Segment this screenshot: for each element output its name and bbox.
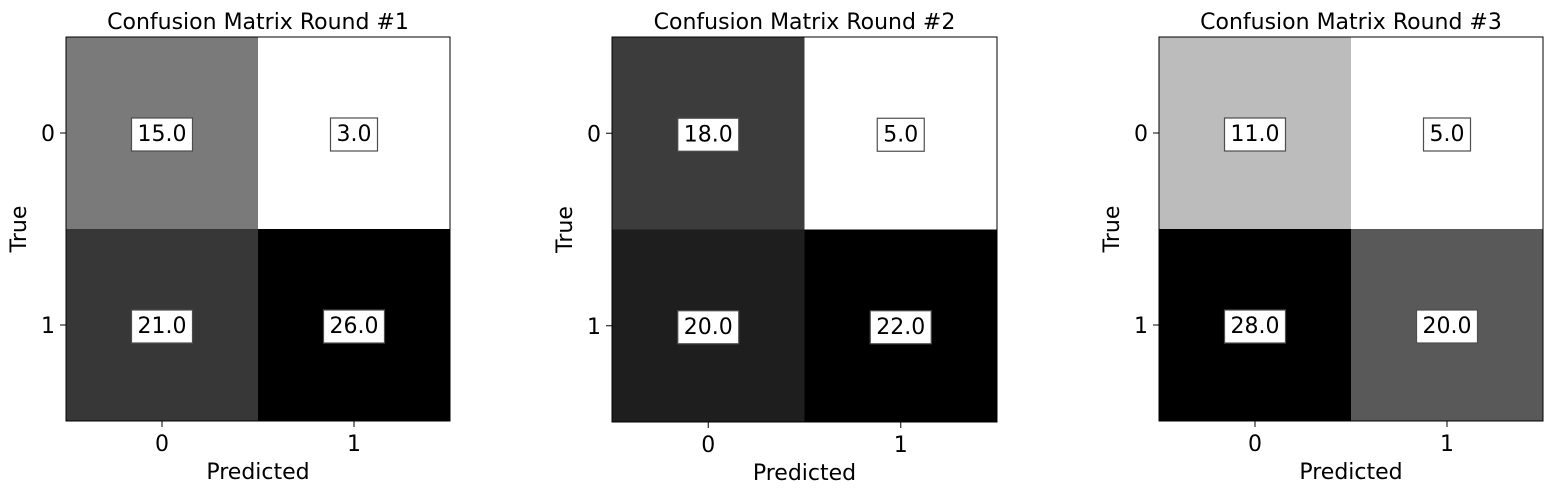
cell-annotation-r0-c1: 5.0	[1422, 117, 1472, 152]
cell-value-label: 28.0	[1231, 314, 1280, 339]
cell-annotation-r1-c1: 20.0	[1415, 309, 1479, 344]
y-tick-label: 1	[587, 315, 601, 340]
y-axis-label: True	[553, 206, 578, 254]
cell-value-label: 21.0	[138, 314, 187, 339]
annotation-box	[1422, 117, 1472, 152]
cell-annotation-r1-c1: 26.0	[322, 309, 386, 344]
cell-value-label: 11.0	[1231, 122, 1280, 147]
y-axis-label: True	[7, 206, 32, 254]
annotation-box	[1223, 309, 1287, 344]
y-axis-label: True	[1100, 206, 1125, 254]
confusion-matrix-panel-1: 15.0 3.0 21.0 26.0 0 1 0 1 Confusion Matrix Roun…	[7, 10, 451, 485]
cell-value-label: 3.0	[337, 122, 372, 147]
annotation-box	[130, 117, 194, 152]
annotation-box	[677, 310, 740, 345]
axes-frame	[611, 36, 998, 423]
annotation-box	[876, 117, 925, 152]
x-tick-label: 0	[701, 433, 715, 458]
y-tick-label: 0	[41, 122, 55, 147]
x-tick-label: 0	[155, 432, 169, 457]
annotation-box	[869, 310, 932, 345]
cell-annotation-r0-c1: 5.0	[876, 117, 925, 152]
x-axis-label: Predicted	[1299, 460, 1402, 485]
cell-value-label: 5.0	[883, 122, 918, 147]
cell-annotation-r0-c1: 3.0	[329, 117, 379, 152]
annotation-box	[1415, 309, 1479, 344]
annotation-box	[1223, 117, 1287, 152]
x-tick-label: 1	[894, 433, 908, 458]
y-tick-label: 1	[1134, 314, 1148, 339]
confusion-matrix-panel-2: 18.0 5.0 20.0 22.0 0 1 0 1 Confusion Matrix Roun…	[553, 10, 998, 486]
chart-title: Confusion Matrix Round #3	[1200, 10, 1502, 35]
x-axis-label: Predicted	[753, 461, 856, 486]
annotation-box	[322, 309, 386, 344]
axes-frame	[1158, 36, 1544, 422]
cell-value-label: 15.0	[138, 122, 187, 147]
cell-value-label: 26.0	[330, 314, 379, 339]
cell-annotation-r0-c0: 15.0	[130, 117, 194, 152]
cell-annotation-r1-c0: 21.0	[130, 309, 194, 344]
cell-annotation-r1-c1: 22.0	[869, 310, 932, 345]
x-tick-label: 0	[1248, 432, 1262, 457]
cell-annotation-r0-c0: 11.0	[1223, 117, 1287, 152]
cell-value-label: 20.0	[684, 315, 733, 340]
chart-title: Confusion Matrix Round #1	[107, 10, 409, 35]
cell-annotation-r1-c0: 20.0	[677, 310, 740, 345]
y-tick-label: 0	[1134, 122, 1148, 147]
cell-value-label: 18.0	[684, 122, 733, 147]
x-tick-label: 1	[1440, 432, 1454, 457]
annotation-box	[329, 117, 379, 152]
x-tick-label: 1	[347, 432, 361, 457]
cell-value-label: 20.0	[1423, 314, 1472, 339]
axes-frame	[65, 36, 451, 422]
y-tick-label: 1	[41, 314, 55, 339]
annotation-box	[130, 309, 194, 344]
cell-annotation-r1-c0: 28.0	[1223, 309, 1287, 344]
y-tick-label: 0	[587, 122, 601, 147]
annotation-box	[677, 117, 740, 152]
chart-title: Confusion Matrix Round #2	[654, 10, 956, 35]
cell-annotation-r0-c0: 18.0	[677, 117, 740, 152]
x-axis-label: Predicted	[206, 460, 309, 485]
confusion-matrix-panel-3: 11.0 5.0 28.0 20.0 0 1 0 1 Confusion Matrix Roun…	[1100, 10, 1544, 485]
cell-value-label: 22.0	[876, 315, 925, 340]
cell-value-label: 5.0	[1430, 122, 1465, 147]
